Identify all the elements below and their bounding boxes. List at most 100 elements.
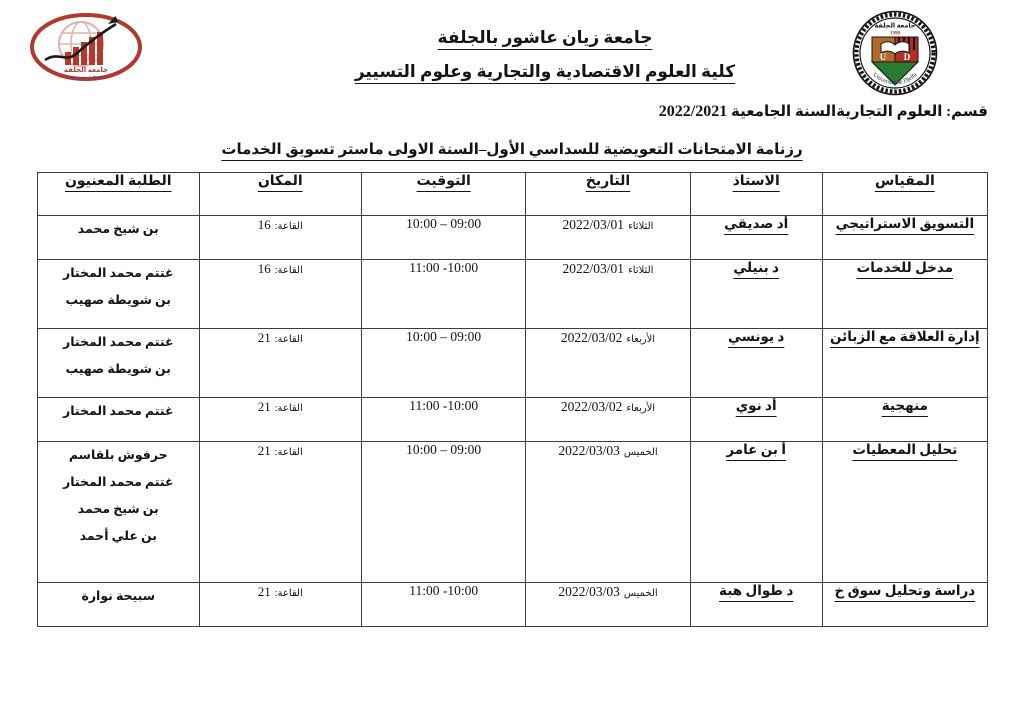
document-header: جامعة زيان عاشور بالجلفة كلية العلوم الا… — [66, 28, 1024, 82]
room-number: 21 — [257, 330, 271, 345]
student-name: سبيحة نوارة — [81, 589, 156, 603]
growth-arrow-icon — [44, 16, 118, 62]
column-header-professor: الاستاذ — [689, 172, 823, 216]
date-value: 2022/03/01 — [562, 217, 625, 232]
room-cell: القاعة: 21 — [198, 582, 362, 627]
professor-cell: أد نوي — [689, 397, 823, 442]
student-name: بن شويطة صهيب — [65, 361, 171, 376]
weekday: الأربعاء — [626, 403, 656, 414]
column-header-date: التاريخ — [525, 172, 691, 216]
date-cell: الخميس 2022/03/03 — [525, 582, 691, 627]
university-name: جامعة زيان عاشور بالجلفة — [437, 28, 653, 47]
room-label: القاعة: — [274, 588, 303, 599]
academic-year: 2022/2021 — [658, 103, 728, 120]
professor-cell: أ بن عامر — [689, 441, 823, 583]
room-cell: القاعة: 21 — [198, 441, 362, 583]
date-value: 2022/03/03 — [558, 584, 620, 599]
date-cell: الثلاثاء 2022/03/01 — [525, 215, 691, 260]
time-range: 11:00 -10:00 — [409, 260, 479, 276]
date-cell: الأربعاء 2022/03/02 — [525, 397, 691, 442]
table-row: التسويق الاستراتيجي أد صديقي الثلاثاء 20… — [37, 215, 989, 260]
date-value: 2022/03/02 — [560, 399, 623, 414]
time-range: 10:00 – 09:00 — [406, 216, 482, 232]
faculty-logo: جامعة الجلفة Université de Djelfa — [30, 13, 142, 81]
weekday: الخميس — [623, 588, 658, 599]
date-value: 2022/03/02 — [560, 330, 623, 345]
professor-cell: د يونسي — [689, 328, 823, 398]
room-cell: القاعة: 16 — [198, 215, 362, 260]
seal-arabic-name: جامعة الجلفة — [874, 23, 915, 30]
time-cell: 10:00 – 09:00 — [360, 441, 527, 583]
room-number: 21 — [257, 443, 271, 458]
date-value: 2022/03/01 — [562, 261, 625, 276]
students-cell: بن شيخ محمد — [37, 215, 200, 260]
student-name: غتتم محمد المختار — [63, 335, 174, 349]
students-cell: غتتم محمد المختار بن شويطة صهيب — [37, 328, 200, 398]
column-header-time: التوقيت — [360, 172, 527, 216]
exam-schedule-table: المقياس الاستاذ التاريخ التوقيت المكان ا… — [37, 172, 989, 627]
student-name: غتتم محمد المختار — [63, 474, 174, 489]
room-label: القاعة: — [274, 221, 303, 232]
subject-cell: مدخل للخدمات — [821, 259, 989, 329]
column-header-subject: المقياس — [821, 172, 989, 216]
room-label: القاعة: — [274, 447, 303, 458]
table-row: منهجية أد نوي الأربعاء 2022/03/02 11:00 … — [37, 397, 989, 442]
subject-cell: إدارة العلاقة مع الزبائن — [821, 328, 989, 398]
students-cell: سبيحة نوارة — [37, 582, 200, 627]
date-cell: الأربعاء 2022/03/02 — [525, 328, 691, 398]
table-row: مدخل للخدمات د بنيلي الثلاثاء 2022/03/01… — [37, 259, 989, 329]
subject-cell: تحليل المعطيات — [821, 441, 989, 583]
time-range: 11:00 -10:00 — [409, 398, 479, 414]
student-name: حرفوش بلقاسم — [68, 448, 168, 462]
student-name: غتتم محمد المختار — [63, 404, 174, 418]
student-name: بن علي أحمد — [79, 528, 157, 543]
seal-letter-d: D — [904, 52, 911, 62]
time-cell: 11:00 -10:00 — [360, 397, 527, 442]
open-book-icon — [880, 41, 910, 55]
department-line: قسم: العلوم التجاريةالسنة الجامعية 2022/… — [659, 102, 988, 121]
weekday: الأربعاء — [626, 334, 656, 345]
date-cell: الثلاثاء 2022/03/01 — [525, 259, 691, 329]
student-name: بن شيخ محمد — [77, 222, 159, 236]
time-range: 10:00 – 09:00 — [406, 442, 482, 458]
time-cell: 11:00 -10:00 — [360, 582, 527, 627]
subject-cell: منهجية — [821, 397, 989, 442]
student-name: بن شويطة صهيب — [65, 292, 171, 307]
room-cell: القاعة: 21 — [198, 328, 362, 398]
faculty-logo-caption-ar: جامعة الجلفة — [64, 66, 108, 74]
subject-cell: التسويق الاستراتيجي — [821, 215, 989, 260]
professor-cell: د بنيلي — [689, 259, 823, 329]
room-number: 21 — [257, 584, 271, 599]
students-cell: حرفوش بلقاسم غتتم محمد المختار بن شيخ مح… — [37, 441, 200, 583]
room-cell: القاعة: 21 — [198, 397, 362, 442]
column-header-room: المكان — [198, 172, 362, 216]
room-number: 21 — [257, 399, 271, 414]
weekday: الثلاثاء — [628, 265, 654, 276]
table-row: إدارة العلاقة مع الزبائن د يونسي الأربعا… — [37, 328, 989, 398]
room-label: القاعة: — [274, 265, 303, 276]
table-row: دراسة وتحليل سوق خ د طوال هبة الخميس 202… — [37, 582, 989, 627]
faculty-name: كلية العلوم الاقتصادية والتجارية وعلوم ا… — [354, 62, 736, 81]
time-cell: 10:00 – 09:00 — [360, 215, 527, 260]
faculty-logo-caption-fr: Université de Djelfa — [68, 75, 105, 80]
students-cell: غتتم محمد المختار — [37, 397, 200, 442]
table-header-row: المقياس الاستاذ التاريخ التوقيت المكان ا… — [37, 172, 989, 216]
department-label: قسم: العلوم التجاريةالسنة الجامعية — [730, 104, 988, 120]
time-range: 10:00 – 09:00 — [406, 329, 482, 345]
seal-year: 1990 — [890, 32, 901, 37]
room-label: القاعة: — [274, 334, 303, 345]
room-label: القاعة: — [274, 403, 303, 414]
professor-cell: د طوال هبة — [689, 582, 823, 627]
time-cell: 11:00 -10:00 — [360, 259, 527, 329]
room-cell: القاعة: 16 — [198, 259, 362, 329]
date-value: 2022/03/03 — [558, 443, 620, 458]
time-cell: 10:00 – 09:00 — [360, 328, 527, 398]
column-header-students: الطلبة المعنيون — [37, 172, 200, 216]
weekday: الخميس — [623, 447, 658, 458]
weekday: الثلاثاء — [628, 221, 654, 232]
student-name: غتتم محمد المختار — [63, 266, 174, 280]
date-cell: الخميس 2022/03/03 — [525, 441, 691, 583]
subject-cell: دراسة وتحليل سوق خ — [821, 582, 989, 627]
student-name: بن شيخ محمد — [77, 501, 159, 516]
